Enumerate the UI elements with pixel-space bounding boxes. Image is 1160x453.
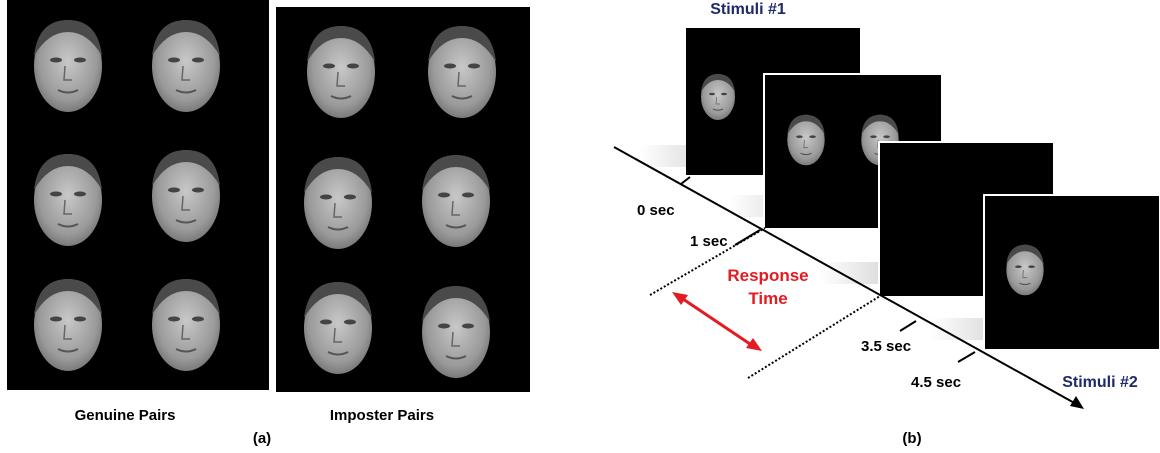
response-label: Response [727,266,808,285]
time-label: 4.5 sec [911,374,961,391]
figure: Genuine Pairs Imposter Pairs (a) Stimuli… [0,0,1160,453]
genuine-label: Genuine Pairs [75,407,176,424]
time-label: 3.5 sec [861,338,911,355]
caption: (b) [902,430,921,447]
dotted-line [748,296,880,378]
stimuli-2-label: Stimuli #2 [1062,374,1138,391]
response-arrow [680,297,753,346]
time-label: 0 sec [637,202,675,219]
tick [958,352,975,362]
tick [681,177,690,184]
imposter-label: Imposter Pairs [330,407,434,424]
caption: (a) [253,430,271,447]
response-label: Time [748,289,787,308]
tick [900,321,916,331]
time-label: 1 sec [690,233,728,250]
arrowhead [672,292,688,305]
stimuli-1-label: Stimuli #1 [710,1,786,18]
